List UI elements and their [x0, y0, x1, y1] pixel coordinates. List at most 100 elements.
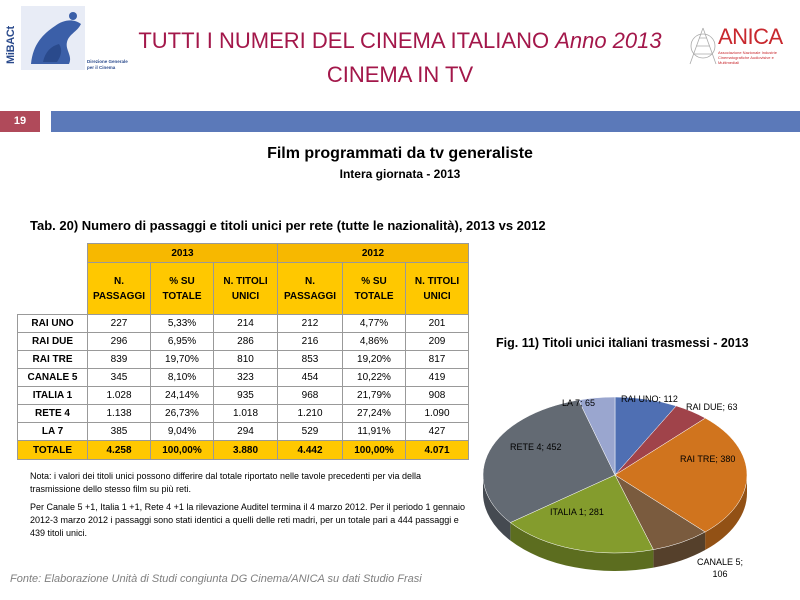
- total-label: TOTALE: [17, 440, 88, 460]
- table-cell: 3.880: [213, 440, 278, 460]
- col-header: % SU TOTALE: [150, 262, 214, 315]
- pie-slice-side: [653, 531, 706, 568]
- table-cell: 385: [87, 422, 151, 441]
- table-row: RETE 4 1.138 26,73% 1.018 1.210 27,24% 1.090: [17, 404, 469, 423]
- table-cell: 8,10%: [150, 368, 214, 387]
- table-row: RAI TRE 839 19,70% 810 853 19,20% 817: [17, 350, 469, 369]
- table-cell: 1.028: [87, 386, 151, 405]
- table-cell: 968: [277, 386, 343, 405]
- page-title-main: TUTTI I NUMERI DEL CINEMA ITALIANO: [138, 28, 556, 53]
- col-header: N. PASSAGGI: [277, 262, 343, 315]
- table-body: RAI UNO 227 5,33% 214 212 4,77% 201 RAI DUE 296 6…: [17, 314, 469, 441]
- table-cell: 24,14%: [150, 386, 214, 405]
- table-cell: 214: [213, 314, 278, 333]
- mibac-emblem-icon: [21, 6, 85, 70]
- table-cell: 4.071: [405, 440, 469, 460]
- table-cell: 19,70%: [150, 350, 214, 369]
- table-cell: 286: [213, 332, 278, 351]
- section-title: Film programmati da tv generaliste: [267, 145, 533, 162]
- table-cell: 1.138: [87, 404, 151, 423]
- row-label: CANALE 5: [17, 368, 88, 387]
- col-header: % SU TOTALE: [342, 262, 406, 315]
- year-header-row: 2013 2012: [18, 243, 469, 263]
- section-subtitle: Intera giornata - 2013: [339, 167, 461, 181]
- dg-line1: Direzione Generale: [87, 59, 128, 64]
- table-caption: Tab. 20) Numero di passaggi e titoli uni…: [30, 218, 546, 233]
- table-cell: 1.090: [405, 404, 469, 423]
- table-cell: 209: [405, 332, 469, 351]
- table-cell: 454: [277, 368, 343, 387]
- table-cell: 817: [405, 350, 469, 369]
- table-cell: 4.442: [277, 440, 343, 460]
- table-cell: 1.210: [277, 404, 343, 423]
- table-cell: 5,33%: [150, 314, 214, 333]
- table-cell: 810: [213, 350, 278, 369]
- pie-slice-label: RETE 4; 452: [510, 442, 562, 452]
- dg-line2: per il Cinema: [87, 65, 116, 70]
- mibac-logo-text: MiBACt: [5, 26, 17, 64]
- table-cell: 935: [213, 386, 278, 405]
- pie-slice: [509, 474, 654, 554]
- pie-slice-label: CANALE 5; 106: [697, 557, 743, 579]
- column-header-row: N. PASSAGGI % SU TOTALE N. TITOLI UNICI N. P…: [18, 262, 469, 315]
- table-cell: 26,73%: [150, 404, 214, 423]
- note-2: Per Canale 5 +1, Italia 1 +1, Rete 4 +1 …: [30, 502, 466, 538]
- pie-slice-label: RAI UNO; 112: [621, 394, 678, 404]
- page-title-line2: CINEMA IN TV: [326, 62, 474, 87]
- table-row: ITALIA 1 1.028 24,14% 935 968 21,79% 908: [17, 386, 469, 405]
- table-cell: 296: [87, 332, 151, 351]
- table-total-row: TOTALE 4.258 100,00% 3.880 4.442 100,00%…: [17, 440, 469, 460]
- year-2013-header: 2013: [87, 243, 278, 263]
- pie-slice-label: RAI TRE; 380: [680, 454, 735, 464]
- page-title: TUTTI I NUMERI DEL CINEMA ITALIANO Anno …: [120, 28, 680, 54]
- anica-logo: ANICA Associazione Nazionale Industrie C…: [688, 22, 796, 80]
- table-cell: 11,91%: [342, 422, 406, 441]
- pie-slice-side: [483, 475, 511, 541]
- table-cell: 212: [277, 314, 343, 333]
- pie-slice-label: RAI DUE; 63: [686, 402, 738, 412]
- note-1: Nota: i valori dei titoli unici possono …: [30, 471, 422, 494]
- row-label: RAI UNO: [17, 314, 88, 333]
- page-title-year: Anno 2013: [555, 28, 662, 53]
- row-label: LA 7: [17, 422, 88, 441]
- table-cell: 419: [405, 368, 469, 387]
- row-label: RAI DUE: [17, 332, 88, 351]
- table-cell: 345: [87, 368, 151, 387]
- source-note: Fonte: Elaborazione Unità di Studi congi…: [10, 573, 422, 585]
- pie-slice: [614, 417, 748, 533]
- table-cell: 9,04%: [150, 422, 214, 441]
- table-cell: 6,95%: [150, 332, 214, 351]
- pie-slice: [578, 396, 616, 476]
- pie-slice-label: ITALIA 1; 281: [550, 507, 604, 517]
- table-cell: 201: [405, 314, 469, 333]
- anica-emblem-icon: [689, 27, 717, 65]
- anica-logo-text: ANICA: [718, 24, 783, 49]
- pie-chart: RAI UNO; 112 RAI DUE; 63 RAI TRE; 380 CANAL…: [482, 394, 748, 579]
- mibac-logo: MiBACt Direzione Generale per il Cinema: [3, 4, 133, 76]
- notes: Nota: i valori dei titoli unici possono …: [30, 470, 470, 545]
- row-label: RETE 4: [17, 404, 88, 423]
- table-cell: 21,79%: [342, 386, 406, 405]
- slide-number: 19: [0, 111, 40, 132]
- anica-logo-subtitle: Associazione Nazionale Industrie Cinemat…: [718, 50, 777, 65]
- table-cell: 529: [277, 422, 343, 441]
- header-bar: [51, 111, 800, 132]
- pie-slice-label: LA 7; 65: [562, 398, 595, 408]
- col-header: N. TITOLI UNICI: [213, 262, 278, 315]
- table-cell: 27,24%: [342, 404, 406, 423]
- table-cell: 19,20%: [342, 350, 406, 369]
- table-row: RAI UNO 227 5,33% 214 212 4,77% 201: [17, 314, 469, 333]
- row-label: RAI TRE: [17, 350, 88, 369]
- table-row: CANALE 5 345 8,10% 323 454 10,22% 419: [17, 368, 469, 387]
- table-cell: 908: [405, 386, 469, 405]
- pie-slice-side: [510, 522, 654, 571]
- table-cell: 4.258: [87, 440, 151, 460]
- table-cell: 100,00%: [342, 440, 406, 460]
- data-table: 2013 2012 N. PASSAGGI % SU TOTALE N. TITOL…: [17, 243, 469, 460]
- table-cell: 227: [87, 314, 151, 333]
- table-cell: 4,77%: [342, 314, 406, 333]
- table-cell: 100,00%: [150, 440, 214, 460]
- table-row: LA 7 385 9,04% 294 529 11,91% 427: [17, 422, 469, 441]
- table-cell: 4,86%: [342, 332, 406, 351]
- table-cell: 323: [213, 368, 278, 387]
